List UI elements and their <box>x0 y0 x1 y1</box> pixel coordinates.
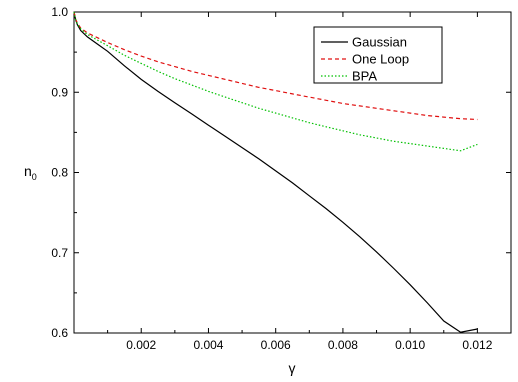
plot-frame <box>73 11 512 334</box>
x-tick-label: 0.012 <box>462 338 492 352</box>
x-axis-ticks: 0.002 0.004 0.006 0.008 0.010 0.012 <box>107 12 493 352</box>
legend-label-gaussian: Gaussian <box>352 35 407 50</box>
y-axis-ticks: 0.6 0.7 0.8 0.9 1.0 <box>51 5 511 340</box>
y-tick-label: 0.8 <box>51 166 68 180</box>
series-layer <box>73 11 478 333</box>
series-line-bpa <box>73 11 478 152</box>
y-axis-label-subscript: 0 <box>32 172 37 182</box>
y-tick-label: 0.9 <box>51 85 68 99</box>
x-tick-label: 0.008 <box>328 338 358 352</box>
y-tick-label: 0.7 <box>51 246 68 260</box>
legend-entries: Gaussian One Loop BPA <box>321 35 409 84</box>
legend-box <box>313 26 443 84</box>
y-axis-label-main: n <box>24 163 32 179</box>
y-tick-label: 1.0 <box>51 5 68 19</box>
legend-label-bpa: BPA <box>352 69 377 84</box>
x-tick-label: 0.002 <box>126 338 156 352</box>
series-line-one-loop <box>73 11 478 121</box>
y-axis-label: n0 <box>24 163 37 182</box>
y-tick-label: 0.6 <box>51 326 68 340</box>
x-tick-label: 0.006 <box>261 338 291 352</box>
legend: Gaussian One Loop BPA <box>313 26 443 84</box>
series-line-gaussian <box>73 11 478 333</box>
x-tick-label: 0.010 <box>395 338 425 352</box>
legend-label-one-loop: One Loop <box>352 52 409 67</box>
x-axis-label: γ <box>289 360 296 376</box>
x-tick-label: 0.004 <box>193 338 223 352</box>
